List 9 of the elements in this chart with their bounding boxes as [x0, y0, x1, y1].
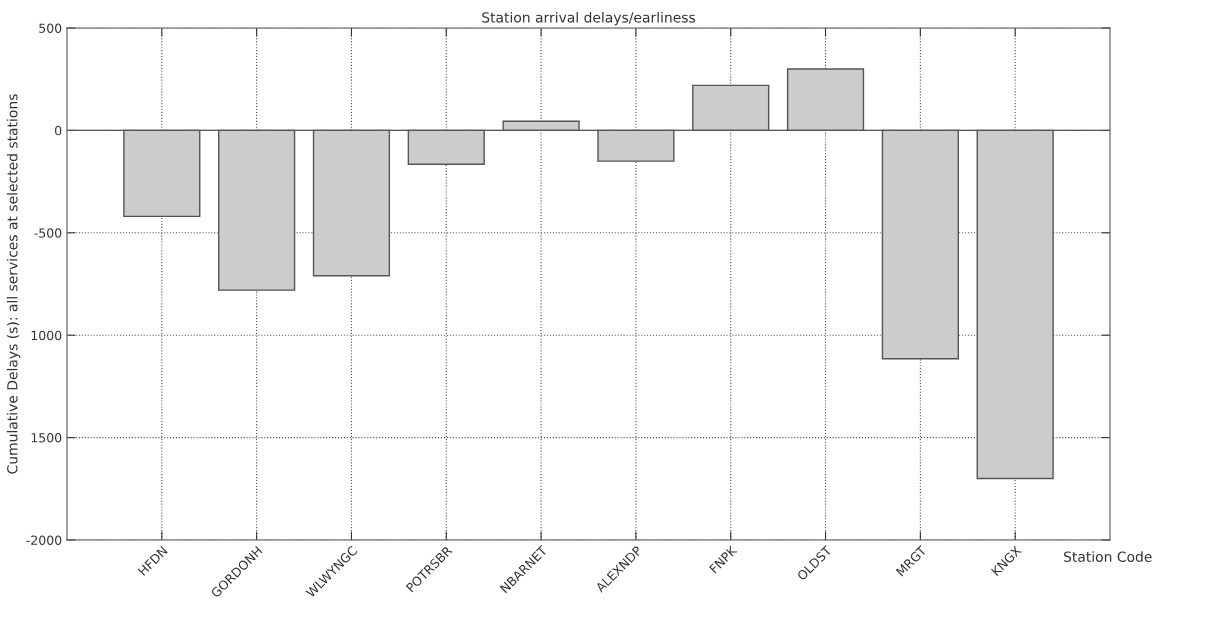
y-tick-label: -2000 — [26, 535, 62, 545]
x-axis-title: Station Code — [1063, 551, 1152, 562]
y-tick-label: 1500 — [31, 433, 62, 443]
y-tick-label: -500 — [34, 228, 62, 238]
y-axis-title: Cumulative Delays (s): all services at selected stations — [6, 94, 21, 474]
y-tick-label: 500 — [39, 23, 62, 33]
y-tick-label: 1000 — [31, 330, 62, 341]
y-tick-label: 0 — [55, 125, 62, 136]
chart-title: Station arrival delays/earliness — [482, 11, 696, 26]
